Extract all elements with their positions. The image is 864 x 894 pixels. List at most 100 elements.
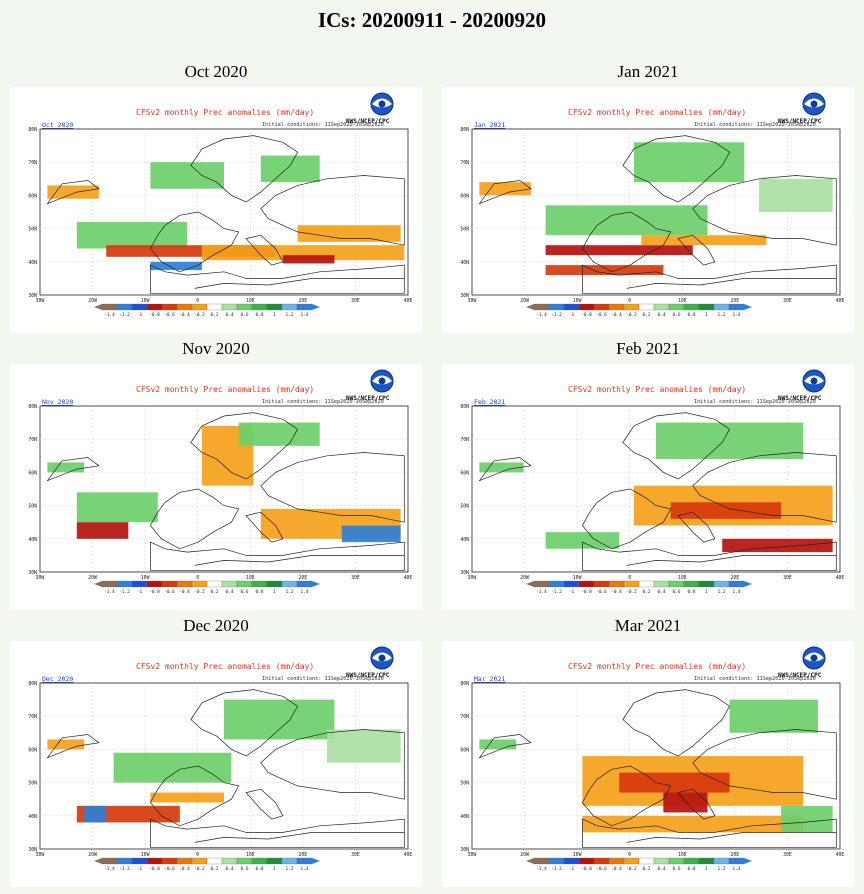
coast-line	[149, 488, 240, 550]
coast-line	[622, 135, 731, 203]
anomaly-patch	[76, 522, 129, 539]
ic-note: Initial conditions: 11Sep2020-20Sep2020	[694, 676, 816, 682]
anomaly-patch	[759, 178, 833, 212]
colorbar-tick-label: -0.2	[626, 866, 637, 872]
anomaly-patch	[656, 422, 804, 460]
noaa-logo-icon	[370, 92, 394, 116]
lon-tick-label: 10E	[678, 298, 687, 304]
lat-tick-label: 70N	[28, 160, 37, 166]
colorbar-swatch	[653, 580, 670, 588]
colorbar-tick-label: 0.4	[658, 312, 666, 318]
ic-note: Initial conditions: 11Sep2020-20Sep2020	[694, 399, 816, 405]
lat-tick-label: 70N	[460, 160, 469, 166]
noaa-logo-icon	[802, 92, 826, 116]
colorbar-tick-label: 1.4	[301, 312, 309, 318]
coast-line	[626, 555, 837, 566]
colorbar-tick-label: -1	[137, 312, 143, 318]
anomaly-patch	[47, 462, 85, 473]
colorbar-swatch	[563, 303, 580, 311]
colorbar-swatch	[563, 857, 580, 865]
lon-tick-label: 10W	[573, 575, 582, 581]
anomaly-patch	[76, 492, 158, 523]
colorbar-tick-label: -0.4	[611, 312, 622, 318]
colorbar-swatch	[176, 580, 193, 588]
lon-tick-label: 20W	[88, 298, 97, 304]
lon-tick-label: 40E	[836, 852, 845, 858]
coast-line	[149, 211, 240, 273]
anomaly-patch	[238, 422, 320, 446]
lat-tick-label: 40N	[28, 537, 37, 543]
lon-tick-label: 30E	[783, 298, 792, 304]
colorbar-tick-label: 0.2	[643, 589, 651, 595]
ic-note: Initial conditions: 11Sep2020-20Sep2020	[262, 122, 384, 128]
coast-line	[692, 452, 837, 523]
coast-line	[150, 818, 405, 848]
colorbar-swatch	[728, 303, 745, 311]
colorbar-swatch	[533, 303, 550, 311]
colorbar-swatch	[161, 580, 178, 588]
agency-label: NWS/NCEP/CPC	[346, 395, 390, 402]
lon-tick-label: 30E	[351, 298, 360, 304]
lat-tick-label: 70N	[460, 714, 469, 720]
anomaly-patch	[297, 225, 401, 242]
plot-frame	[39, 128, 409, 296]
lon-tick-label: 40E	[836, 575, 845, 581]
colorbar-swatch	[266, 303, 283, 311]
colorbar-swatch	[101, 580, 118, 588]
colorbar-swatch	[236, 580, 253, 588]
lat-tick-label: 70N	[460, 437, 469, 443]
lat-tick-label: 40N	[460, 537, 469, 543]
map-panel: CFSv2 monthly Prec anomalies (mm/day) Ini…	[442, 364, 854, 610]
colorbar-tick-label: 1.2	[286, 589, 294, 595]
colorbar-swatch	[623, 303, 640, 311]
colorbar-swatch	[296, 303, 313, 311]
panel-oct-2020: Oct 2020 CFSv2 monthly Prec anomalies (m…	[0, 62, 432, 340]
coast-line	[190, 135, 299, 203]
colorbar-tick-label: -1	[569, 866, 575, 872]
coastline	[46, 135, 405, 294]
month-label: Mar 2021	[614, 616, 682, 635]
lon-tick-label: 30W	[36, 298, 45, 304]
lat-tick-label: 30N	[28, 293, 37, 299]
colorbar-tick-label: 1.2	[286, 866, 294, 872]
lat-tick-label: 40N	[28, 814, 37, 820]
coast-line	[478, 457, 532, 482]
agency-label: NWS/NCEP/CPC	[346, 118, 390, 125]
colorbar-tick-label: 0.6	[673, 866, 681, 872]
noaa-logo-icon	[370, 646, 394, 670]
colorbar-swatch	[281, 303, 298, 311]
anomaly-patch	[260, 155, 320, 183]
colorbar-tick-label: 1.4	[733, 866, 741, 872]
corner-label: Oct 2020	[42, 121, 73, 129]
lon-tick-label: 10W	[141, 575, 150, 581]
colorbar-swatch	[713, 303, 730, 311]
colorbar-swatch	[176, 857, 193, 865]
anomaly-patch	[150, 261, 202, 271]
colorbar-tick-label: -0.2	[194, 866, 205, 872]
anomaly-shading	[47, 699, 401, 823]
colorbar-tick-label: -1	[569, 589, 575, 595]
lat-tick-label: 40N	[460, 260, 469, 266]
lat-tick-label: 60N	[460, 747, 469, 753]
colorbar-tick-label: -1.2	[119, 866, 130, 872]
colorbar-tick-label: -1.4	[536, 866, 547, 872]
ic-note: Initial conditions: 11Sep2020-20Sep2020	[262, 676, 384, 682]
anomaly-shading	[47, 422, 401, 543]
colorbar-tick-label: 0.4	[226, 312, 234, 318]
colorbar-swatch	[251, 303, 268, 311]
anomaly-patch	[150, 792, 224, 803]
lon-tick-label: 10E	[678, 852, 687, 858]
anomaly-patch	[47, 739, 85, 750]
map-panel: CFSv2 monthly Prec anomalies (mm/day) Ini…	[442, 641, 854, 887]
colorbar-tick-label: -0.6	[596, 866, 607, 872]
lon-tick-label: 0	[196, 852, 199, 858]
colorbar-swatch	[713, 857, 730, 865]
colorbar-swatch	[221, 580, 238, 588]
colorbar-swatch	[533, 580, 550, 588]
colorbar-tick-label: 1.2	[718, 589, 726, 595]
colorbar-tick-label: -0.4	[611, 589, 622, 595]
colorbar-tick-label: 0.4	[226, 589, 234, 595]
anomaly-patch	[545, 265, 664, 276]
colorbar-swatch	[131, 857, 148, 865]
month-label: Dec 2020	[183, 616, 249, 635]
